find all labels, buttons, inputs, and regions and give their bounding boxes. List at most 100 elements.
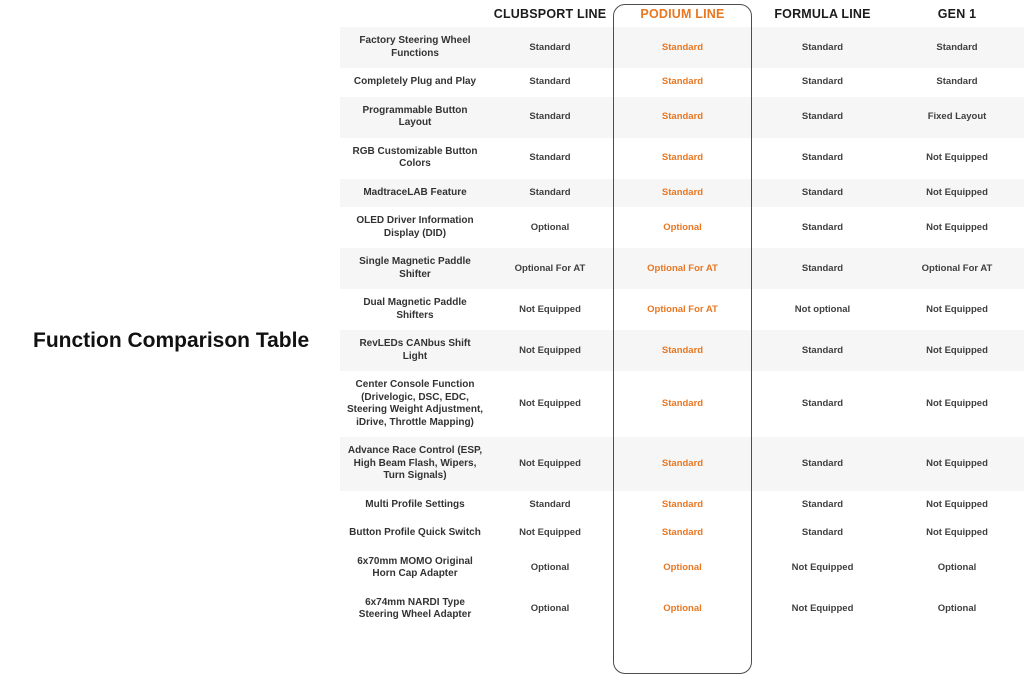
- feature-label: 6x74mm NARDI Type Steering Wheel Adapter: [358, 596, 472, 621]
- feature-label: Dual Magnetic Paddle Shifters: [363, 297, 467, 321]
- value-gen1: Not Equipped: [926, 344, 988, 356]
- value-gen1: Not Equipped: [926, 221, 988, 233]
- feature-label: Multi Profile Settings: [365, 498, 465, 510]
- value-formula: Standard: [801, 41, 844, 53]
- column-header-formula: FORMULA LINE: [774, 6, 871, 21]
- value-podium: Standard: [661, 344, 704, 356]
- value-clubsport: Standard: [529, 498, 571, 510]
- feature-label: MadtraceLAB Feature: [363, 186, 467, 198]
- table-row: Single Magnetic Paddle Shifter Optional …: [340, 248, 1024, 289]
- value-gen1: Not Equipped: [926, 457, 988, 469]
- value-gen1: Fixed Layout: [927, 111, 987, 122]
- value-podium: Standard: [661, 41, 704, 53]
- table-row: MadtraceLAB Feature Standard Standard St…: [340, 178, 1024, 207]
- value-gen1: Not Equipped: [926, 398, 988, 409]
- value-gen1: Standard: [936, 76, 978, 88]
- feature-label: Programmable Button Layout: [362, 104, 468, 129]
- table-row: 6x74mm NARDI Type Steering Wheel Adapter…: [340, 589, 1024, 630]
- value-formula: Standard: [801, 344, 844, 356]
- feature-label: 6x70mm MOMO Original Horn Cap Adapter: [357, 555, 473, 580]
- value-clubsport: Not Equipped: [519, 398, 581, 409]
- value-gen1: Optional: [937, 603, 977, 614]
- value-podium: Standard: [661, 527, 704, 539]
- value-clubsport: Standard: [529, 41, 571, 53]
- value-clubsport: Optional For AT: [514, 262, 586, 274]
- value-podium: Optional For AT: [647, 262, 718, 274]
- feature-label: Button Profile Quick Switch: [349, 527, 481, 538]
- value-podium: Standard: [661, 457, 704, 469]
- table-row: Completely Plug and Play Standard Standa…: [340, 68, 1024, 97]
- value-clubsport: Not Equipped: [519, 527, 581, 539]
- table-row: Programmable Button Layout Standard Stan…: [340, 96, 1024, 138]
- feature-column-header: [340, 0, 490, 27]
- value-podium: Standard: [661, 498, 704, 510]
- value-clubsport: Not Equipped: [519, 303, 581, 315]
- value-formula: Standard: [801, 398, 844, 409]
- value-clubsport: Standard: [529, 76, 571, 88]
- value-formula: Standard: [801, 457, 844, 469]
- table-row: RGB Customizable Button Colors Standard …: [340, 138, 1024, 179]
- value-clubsport: Not Equipped: [519, 344, 581, 356]
- value-formula: Standard: [801, 262, 844, 274]
- table-row: Dual Magnetic Paddle Shifters Not Equipp…: [340, 289, 1024, 330]
- value-clubsport: Standard: [529, 152, 571, 163]
- table-row: OLED Driver Information Display (DID) Op…: [340, 207, 1024, 248]
- value-formula: Standard: [801, 186, 844, 198]
- value-podium: Standard: [661, 152, 704, 163]
- table-body: Factory Steering Wheel Functions Standar…: [340, 27, 1024, 630]
- feature-label: Single Magnetic Paddle Shifter: [359, 256, 471, 280]
- value-podium: Optional: [663, 221, 702, 233]
- value-gen1: Optional: [937, 562, 977, 573]
- table-row: Factory Steering Wheel Functions Standar…: [340, 27, 1024, 68]
- value-formula: Not optional: [794, 303, 851, 315]
- value-clubsport: Optional: [530, 221, 570, 233]
- value-formula: Standard: [801, 76, 844, 88]
- value-podium: Standard: [661, 76, 704, 88]
- table-row: 6x70mm MOMO Original Horn Cap Adapter Op…: [340, 548, 1024, 589]
- value-gen1: Not Equipped: [926, 527, 988, 539]
- value-clubsport: Optional: [530, 603, 570, 614]
- value-formula: Standard: [801, 221, 844, 233]
- feature-label: Factory Steering Wheel Functions: [359, 35, 471, 59]
- value-formula: Standard: [801, 498, 844, 510]
- value-podium: Standard: [661, 111, 704, 122]
- table-row: Button Profile Quick Switch Not Equipped…: [340, 519, 1024, 548]
- value-clubsport: Standard: [529, 111, 571, 122]
- table-row: Advance Race Control (ESP, High Beam Fla…: [340, 437, 1024, 491]
- value-gen1: Not Equipped: [926, 303, 988, 315]
- value-formula: Standard: [801, 152, 844, 163]
- value-gen1: Standard: [936, 41, 978, 53]
- value-podium: Standard: [661, 186, 704, 198]
- table-row: RevLEDs CANbus Shift Light Not Equipped …: [340, 330, 1024, 371]
- value-clubsport: Standard: [529, 186, 571, 198]
- value-formula: Standard: [801, 527, 844, 539]
- value-podium: Standard: [661, 398, 704, 409]
- value-formula: Not Equipped: [791, 603, 854, 614]
- value-podium: Optional: [663, 562, 702, 573]
- feature-label: Advance Race Control (ESP, High Beam Fla…: [347, 445, 483, 481]
- value-gen1: Not Equipped: [926, 152, 988, 163]
- value-gen1: Not Equipped: [926, 186, 988, 198]
- table-header-row: CLUBSPORT LINE PODIUM LINE FORMULA LINE …: [340, 0, 1024, 27]
- feature-label: RGB Customizable Button Colors: [352, 145, 478, 170]
- table-row: Center Console Function (Drivelogic, DSC…: [340, 371, 1024, 437]
- page-title: Function Comparison Table: [33, 329, 310, 352]
- table-row: Multi Profile Settings Standard Standard…: [340, 491, 1024, 520]
- value-podium: Optional: [663, 603, 702, 614]
- feature-label: Center Console Function (Drivelogic, DSC…: [346, 379, 484, 428]
- column-header-clubsport: CLUBSPORT LINE: [493, 6, 607, 21]
- value-gen1: Optional For AT: [921, 262, 993, 274]
- value-clubsport: Optional: [530, 562, 570, 573]
- value-podium: Optional For AT: [647, 303, 718, 315]
- value-formula: Standard: [801, 111, 844, 122]
- value-gen1: Not Equipped: [926, 498, 988, 510]
- feature-label: OLED Driver Information Display (DID): [356, 215, 474, 239]
- value-formula: Not Equipped: [791, 562, 854, 573]
- column-header-gen1: GEN 1: [937, 6, 977, 21]
- comparison-table: CLUBSPORT LINE PODIUM LINE FORMULA LINE …: [340, 0, 1024, 674]
- feature-label: RevLEDs CANbus Shift Light: [359, 338, 471, 362]
- value-clubsport: Not Equipped: [519, 457, 581, 469]
- feature-label: Completely Plug and Play: [353, 76, 477, 87]
- column-header-podium: PODIUM LINE: [640, 6, 725, 21]
